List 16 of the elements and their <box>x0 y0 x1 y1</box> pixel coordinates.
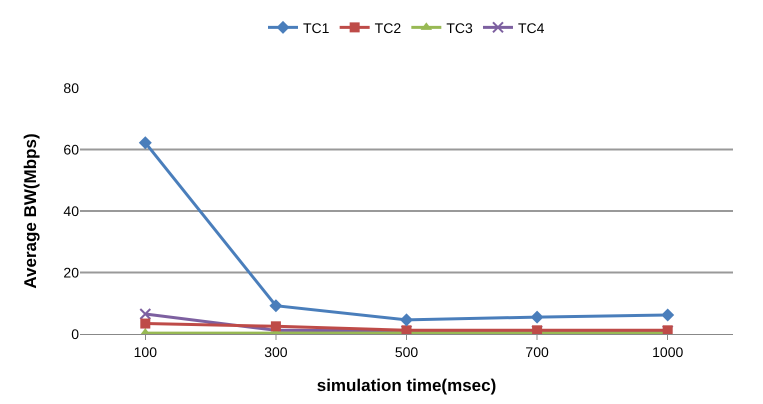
y-tick-label: 0 <box>71 326 80 342</box>
legend-label: TC4 <box>518 20 545 36</box>
x-tick-label: 100 <box>134 344 158 360</box>
x-tick-label: 500 <box>394 344 418 360</box>
legend-label: TC1 <box>303 20 330 36</box>
legend-label: TC3 <box>446 20 473 36</box>
y-tick-label: 60 <box>63 141 80 158</box>
y-axis-title: Average BW(Mbps) <box>21 133 40 289</box>
legend-label: TC2 <box>374 20 402 36</box>
y-tick-label: 40 <box>63 202 80 219</box>
x-tick-label: 1000 <box>652 344 684 360</box>
x-tick-label: 700 <box>525 344 549 360</box>
y-tick-label: 20 <box>63 264 80 280</box>
y-tick-label: 80 <box>63 80 80 96</box>
x-axis-title: simulation time(msec) <box>316 376 496 396</box>
x-tick-label: 300 <box>264 344 288 360</box>
